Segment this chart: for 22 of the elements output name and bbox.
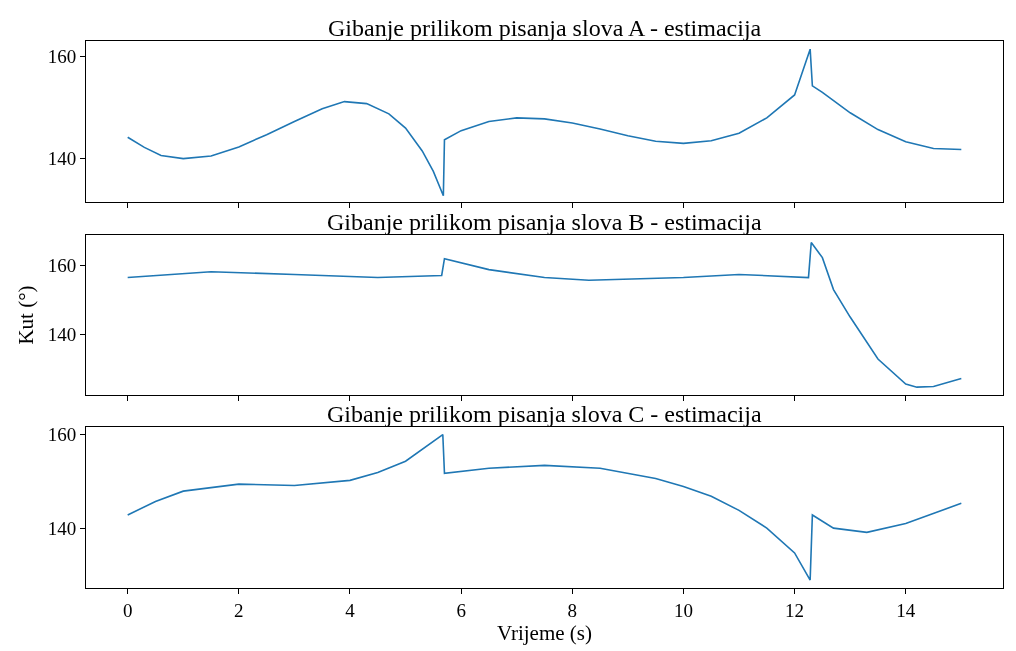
x-tick-label: 0 [122,599,133,621]
y-tick-label: 140 [47,323,77,345]
x-tick-label: 8 [567,599,578,621]
x-tick-label: 10 [673,599,693,621]
x-tick-label: 12 [785,599,805,621]
line-series [126,48,963,197]
y-tick-label: 160 [47,255,77,277]
line-series [126,433,963,581]
x-tick-label: 6 [456,599,466,621]
y-tick-label: 160 [47,424,77,446]
y-tick-label: 160 [47,46,77,68]
chart-title: Gibanje prilikom pisanja slova A - estimacija [328,15,762,41]
line-series [126,241,963,388]
x-tick-label: 2 [234,599,244,621]
y-tick-label: 140 [47,517,77,539]
x-axis-title: Vrijeme (s) [497,620,592,645]
x-tick-label: 14 [896,599,916,621]
chart-title: Gibanje prilikom pisanja slova C - estimacija [327,401,762,427]
y-axis-title: Kut (°) [13,285,38,345]
chart-title: Gibanje prilikom pisanja slova B - estimacija [327,209,762,235]
y-tick-label: 140 [47,148,77,170]
x-tick-label: 4 [345,599,356,621]
